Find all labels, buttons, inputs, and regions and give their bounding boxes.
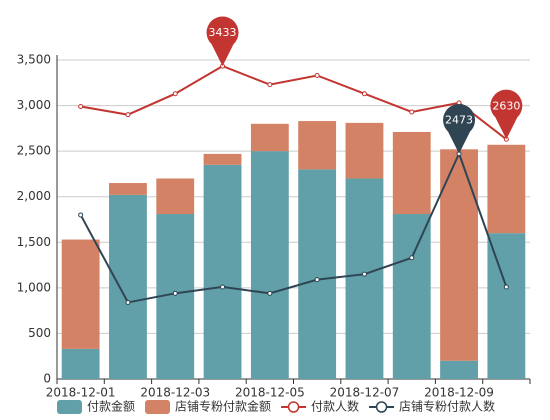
- legend-label: 店铺专粉付款金额: [175, 399, 271, 414]
- bar: [203, 153, 242, 165]
- legend-label: 付款人数: [311, 399, 359, 414]
- bar: [298, 121, 337, 170]
- point: [314, 277, 320, 283]
- legend-swatch: [57, 400, 82, 414]
- bar: [392, 132, 431, 215]
- point: [78, 103, 84, 109]
- y-tick-label: 1,000: [17, 280, 51, 294]
- point: [409, 255, 415, 261]
- point: [361, 271, 367, 277]
- bar: [440, 149, 478, 361]
- pin: [206, 16, 239, 67]
- bar: [298, 169, 337, 379]
- point: [125, 112, 131, 118]
- point: [78, 212, 84, 218]
- pin-label: 2630: [492, 99, 520, 112]
- legend-label: 付款金额: [87, 399, 135, 414]
- point: [125, 299, 131, 305]
- x-tick-label: 2018-12-01: [46, 386, 116, 400]
- bar: [61, 239, 100, 349]
- point: [220, 284, 226, 290]
- y-tick-label: 3,000: [17, 98, 51, 112]
- pin: [443, 103, 476, 154]
- point: [361, 91, 367, 97]
- y-tick-label: 2,000: [17, 189, 51, 203]
- x-tick-label: 2018-12-05: [235, 386, 305, 400]
- line: [79, 150, 508, 304]
- point: [409, 109, 415, 115]
- pin: [490, 89, 523, 140]
- x-tick-label: 2018-12-07: [330, 386, 400, 400]
- pin-label: 2473: [445, 114, 473, 127]
- y-tick-label: 0: [43, 372, 51, 386]
- bar: [109, 194, 147, 379]
- bar: [109, 183, 147, 195]
- bar: [392, 214, 431, 379]
- pin-label: 3433: [209, 26, 237, 39]
- legend-swatch: [145, 400, 171, 414]
- legend-label: 店铺专粉付款人数: [399, 399, 495, 414]
- bar: [203, 164, 242, 379]
- x-tick-label: 2018-12-03: [140, 386, 210, 400]
- point: [267, 82, 273, 88]
- point: [172, 290, 178, 296]
- bar: [487, 144, 526, 234]
- bar: [440, 360, 478, 379]
- bar: [250, 151, 289, 379]
- point: [172, 91, 178, 97]
- point: [503, 284, 509, 290]
- y-tick-label: 1,500: [17, 235, 51, 249]
- bar: [156, 178, 195, 215]
- y-tick-label: 2,500: [17, 144, 51, 158]
- bar: [345, 178, 384, 379]
- y-tick-label: 500: [28, 326, 51, 340]
- bar: [61, 348, 100, 379]
- point: [267, 290, 273, 296]
- legend-swatch: [375, 401, 388, 413]
- point: [314, 72, 320, 78]
- bar: [345, 122, 384, 179]
- line: [80, 64, 507, 141]
- bar: [487, 233, 526, 379]
- bar: [250, 123, 289, 152]
- y-tick-label: 3,500: [17, 53, 51, 67]
- legend-swatch: [287, 401, 300, 413]
- x-tick-label: 2018-12-09: [424, 386, 494, 400]
